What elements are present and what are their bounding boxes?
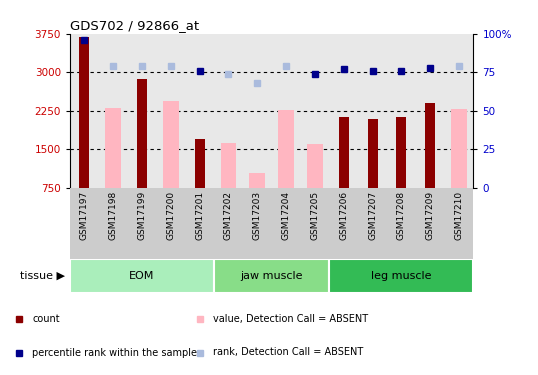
Text: GSM17202: GSM17202	[224, 191, 233, 240]
Bar	[163, 101, 179, 188]
Text: GSM17207: GSM17207	[368, 191, 377, 240]
Text: jaw muscle: jaw muscle	[240, 271, 303, 280]
Text: GSM17209: GSM17209	[426, 191, 435, 240]
Text: percentile rank within the sample: percentile rank within the sample	[32, 348, 197, 357]
Text: GSM17199: GSM17199	[138, 191, 146, 240]
Text: GSM17201: GSM17201	[195, 191, 204, 240]
Bar	[249, 173, 265, 188]
Text: GSM17198: GSM17198	[109, 191, 118, 240]
Bar	[367, 119, 378, 188]
Bar	[105, 108, 121, 188]
Text: GDS702 / 92866_at: GDS702 / 92866_at	[70, 19, 199, 32]
Text: GSM17208: GSM17208	[397, 191, 406, 240]
Bar	[137, 79, 147, 188]
Bar	[221, 143, 236, 188]
Bar	[79, 38, 89, 188]
Text: GSM17197: GSM17197	[80, 191, 89, 240]
Text: GSM17206: GSM17206	[339, 191, 348, 240]
Text: count: count	[32, 314, 60, 324]
Bar	[339, 117, 349, 188]
Bar	[451, 109, 467, 188]
Text: EOM: EOM	[129, 271, 155, 280]
Text: GSM17203: GSM17203	[253, 191, 262, 240]
Bar	[214, 259, 329, 292]
Text: value, Detection Call = ABSENT: value, Detection Call = ABSENT	[213, 314, 368, 324]
Text: rank, Detection Call = ABSENT: rank, Detection Call = ABSENT	[213, 348, 363, 357]
Bar	[329, 259, 473, 292]
Bar	[425, 104, 435, 188]
Bar	[307, 144, 323, 188]
Bar	[195, 139, 204, 188]
Text: leg muscle: leg muscle	[371, 271, 431, 280]
Text: tissue ▶: tissue ▶	[19, 271, 65, 280]
Text: GSM17200: GSM17200	[166, 191, 175, 240]
Bar	[70, 259, 214, 292]
Text: GSM17205: GSM17205	[310, 191, 320, 240]
Text: GSM17204: GSM17204	[281, 191, 291, 240]
Text: GSM17210: GSM17210	[455, 191, 464, 240]
Bar	[278, 110, 294, 188]
Bar	[397, 117, 406, 188]
